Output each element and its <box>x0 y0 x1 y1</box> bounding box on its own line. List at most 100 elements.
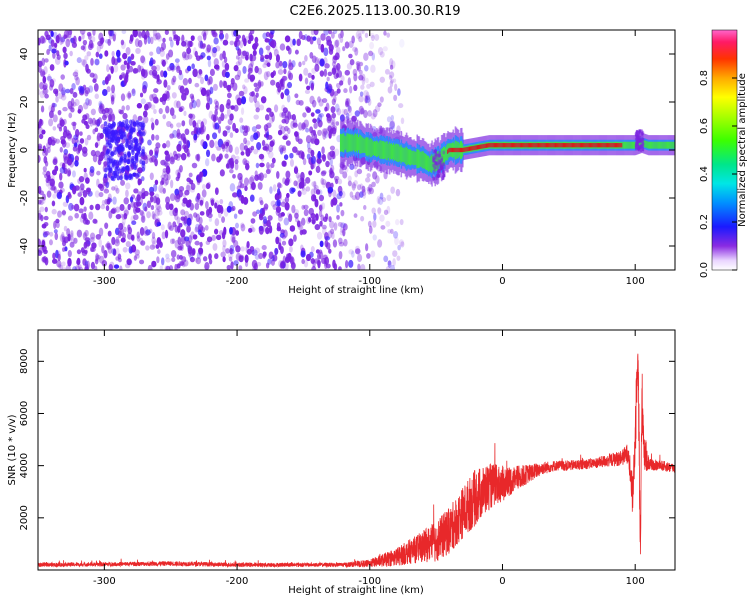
spectrogram-noise-mark <box>165 53 170 60</box>
snr-plot-area <box>38 353 675 569</box>
spectrogram-noise-mark <box>138 31 143 39</box>
spectrogram-noise-mark <box>244 254 249 263</box>
spectrogram-noise-mark <box>101 245 105 254</box>
spectrogram-track-mid <box>351 133 354 152</box>
spectrogram-noise-mark <box>197 175 202 183</box>
spectrogram-noise-mark <box>188 113 193 119</box>
spectrogram-track-mid <box>627 141 630 149</box>
spectrogram-noise-mark <box>129 34 134 42</box>
spectrogram-track-core <box>606 143 609 148</box>
spectrogram-track-core <box>551 143 553 148</box>
spectrogram-burst-mark <box>639 144 643 149</box>
spectrogram-track-core <box>619 143 621 148</box>
spectrogram-noise-mark <box>266 70 271 78</box>
spectrogram-noise-mark <box>187 246 193 255</box>
spectrogram-noise-mark <box>79 138 85 144</box>
spectrogram-track-core <box>590 143 593 148</box>
spectrogram-track-core <box>463 147 465 152</box>
spectrogram-noise-mark <box>194 122 199 131</box>
spectrogram-noise-mark <box>137 171 141 178</box>
spectrogram-noise-mark <box>289 187 295 194</box>
spectrogram-noise-mark <box>290 120 295 129</box>
spectrogram-noise-mark <box>67 193 72 200</box>
spectrogram-noise-mark <box>245 164 250 170</box>
spectrogram-track-mid <box>372 141 375 155</box>
spectrogram-noise-mark <box>224 153 229 159</box>
spectrogram-noise-mark <box>120 221 125 229</box>
spectrogram-noise-mark <box>330 106 336 114</box>
spectrogram-noise-mark <box>230 154 236 161</box>
spectrogram-noise-mark <box>321 146 325 155</box>
spectrogram-noise-mark <box>67 215 73 221</box>
spectrogram-noise-mark <box>172 129 178 139</box>
spectrogram-noise-mark <box>374 33 380 41</box>
spectrogram-noise-mark <box>202 141 208 150</box>
spectrogram-noise-mark <box>140 131 144 137</box>
spectrogram-noise-mark <box>242 50 247 57</box>
spectrogram-noise-mark <box>397 88 401 96</box>
spectrogram-noise-mark <box>181 92 187 101</box>
spectrogram-track-core <box>565 143 567 148</box>
spectrogram-noise-mark <box>137 151 142 158</box>
spectrogram-noise-mark <box>126 150 131 156</box>
spectrogram-noise-mark <box>49 79 55 88</box>
spectrogram-noise-mark <box>295 99 301 106</box>
spectrogram-noise-mark <box>271 157 276 164</box>
spectrogram-noise-mark <box>363 205 367 210</box>
spectrogram-noise-mark <box>55 96 59 103</box>
snr-x-tick-label: -300 <box>93 576 116 587</box>
spectrogram-noise-mark <box>284 125 289 132</box>
spectrogram-noise-mark <box>134 154 138 160</box>
spectrogram-noise-mark <box>195 154 200 161</box>
spectrogram-noise-mark <box>159 46 165 52</box>
spectrogram-noise-mark <box>320 43 325 53</box>
spectrogram-noise-mark <box>289 246 293 253</box>
snr-frame <box>37 329 676 571</box>
spectrogram-noise-mark <box>277 215 283 222</box>
spectrogram-noise-mark <box>48 44 52 52</box>
spectrogram-noise-mark <box>279 60 283 67</box>
colorbar-tick-label: 0.8 <box>699 70 710 86</box>
spectrogram-track-core <box>517 143 519 148</box>
spectrogram-noise-mark <box>372 234 377 241</box>
spectrogram-noise-mark <box>323 68 328 77</box>
spectrogram-noise-mark <box>318 204 323 211</box>
spectrogram-noise-mark <box>63 125 68 133</box>
spectrogram-burst-mark <box>440 156 444 161</box>
spectrogram-noise-mark <box>180 229 186 238</box>
spectrogram-noise-mark <box>155 202 161 211</box>
spectrogram-noise-mark <box>134 249 140 256</box>
spectrogram-burst-mark <box>440 158 444 163</box>
spectrogram-noise-mark <box>328 30 332 35</box>
spectrogram-noise-mark <box>238 254 245 260</box>
spectrogram-noise-mark <box>158 107 163 115</box>
spectrogram-noise-mark <box>213 37 219 45</box>
spectrogram-noise-mark <box>151 69 158 77</box>
spectrogram-noise-mark <box>116 146 120 152</box>
spectrogram-noise-mark <box>149 36 154 45</box>
spectrogram-noise-mark <box>372 171 378 180</box>
spectrogram-noise-mark <box>49 178 55 187</box>
spectrogram-noise-mark <box>115 170 119 177</box>
spectrogram-noise-mark <box>326 113 331 118</box>
spectrogram-noise-mark <box>226 265 231 270</box>
spectrogram-noise-mark <box>284 88 290 96</box>
spectrogram-track-core <box>503 143 506 148</box>
spectrogram-noise-mark <box>167 221 172 230</box>
spectrogram-noise-mark <box>257 181 263 190</box>
spectrogram-noise-mark <box>310 188 316 197</box>
spectrogram-track-core <box>451 147 454 153</box>
spectrogram-noise-mark <box>365 243 369 252</box>
spectrogram-noise-mark <box>96 44 102 53</box>
spectrogram-noise-mark <box>252 249 258 256</box>
spectrogram-noise-mark <box>123 174 128 180</box>
spectrogram-track-mid <box>382 140 385 160</box>
spectrogram-noise-mark <box>54 56 61 65</box>
spectrogram-track-core <box>584 143 586 148</box>
spectrogram-noise-mark <box>308 207 314 216</box>
spectrogram-noise-mark <box>222 141 229 149</box>
spectrogram-noise-mark <box>211 153 216 162</box>
spectrogram-noise-mark <box>283 133 289 140</box>
spectrogram-track-core <box>528 143 531 148</box>
spectrogram-noise-mark <box>38 143 43 150</box>
